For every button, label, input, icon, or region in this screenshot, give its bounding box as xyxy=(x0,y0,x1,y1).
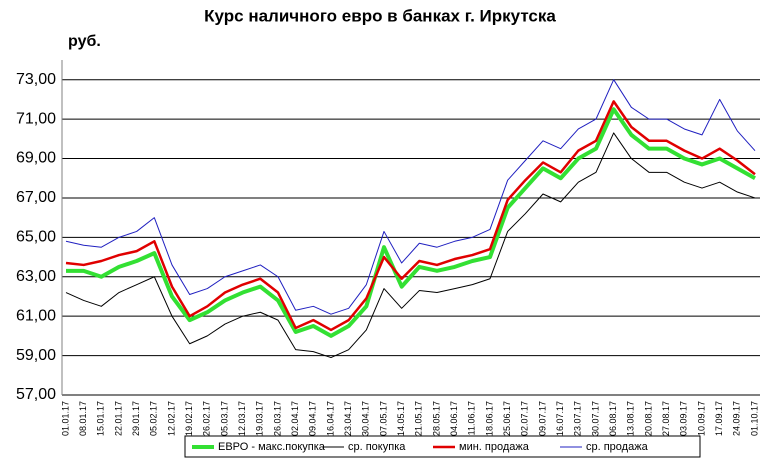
y-axis-label: руб. xyxy=(68,33,101,50)
x-tick-label: 13.08.17 xyxy=(626,401,636,436)
y-tick-label: 59,00 xyxy=(16,347,56,364)
x-tick-label: 12.02.17 xyxy=(166,401,176,436)
x-tick-label: 10.09.17 xyxy=(696,401,706,436)
y-tick-label: 73,00 xyxy=(16,71,56,88)
x-tick-label: 03.09.17 xyxy=(679,401,689,436)
x-tick-label: 12.03.17 xyxy=(237,401,247,436)
x-tick-label: 30.04.17 xyxy=(361,401,371,436)
chart-title: Курс наличного евро в банках г. Иркутска xyxy=(204,6,556,25)
x-tick-label: 06.08.17 xyxy=(608,401,618,436)
x-tick-label: 26.02.17 xyxy=(202,401,212,436)
x-tick-label: 08.01.17 xyxy=(78,401,88,436)
x-tick-label: 29.01.17 xyxy=(131,401,141,436)
y-tick-label: 63,00 xyxy=(16,268,56,285)
x-tick-label: 01.01.17 xyxy=(60,401,70,436)
x-tick-label: 25.06.17 xyxy=(502,401,512,436)
series-line xyxy=(66,107,756,338)
x-tick-label: 26.03.17 xyxy=(272,401,282,436)
x-tick-label: 30.07.17 xyxy=(590,401,600,436)
x-tick-label: 16.04.17 xyxy=(325,401,335,436)
legend-label: ср. покупка xyxy=(348,441,406,453)
x-tick-label: 04.06.17 xyxy=(449,401,459,436)
legend-label: мин. продажа xyxy=(459,441,530,453)
x-tick-label: 28.05.17 xyxy=(431,401,441,436)
x-tick-label: 01.10.17 xyxy=(749,401,759,436)
y-tick-label: 71,00 xyxy=(16,110,56,127)
x-tick-label: 16.07.17 xyxy=(555,401,565,436)
x-tick-label: 22.01.17 xyxy=(113,401,123,436)
x-tick-label: 09.07.17 xyxy=(537,401,547,436)
legend-label: ЕВРО - макс.покупка xyxy=(218,441,326,453)
x-tick-label: 17.09.17 xyxy=(714,401,724,436)
x-tick-label: 21.05.17 xyxy=(414,401,424,436)
x-tick-label: 05.02.17 xyxy=(149,401,159,436)
x-tick-label: 18.06.17 xyxy=(484,401,494,436)
x-tick-label: 20.08.17 xyxy=(643,401,653,436)
x-tick-label: 09.04.17 xyxy=(308,401,318,436)
x-tick-label: 19.03.17 xyxy=(255,401,265,436)
series-line xyxy=(65,79,756,315)
y-tick-label: 69,00 xyxy=(16,150,56,167)
x-tick-label: 27.08.17 xyxy=(661,401,671,436)
y-tick-label: 65,00 xyxy=(16,229,56,246)
x-tick-label: 14.05.17 xyxy=(396,401,406,436)
x-tick-label: 07.05.17 xyxy=(378,401,388,436)
series-line xyxy=(65,132,756,359)
y-tick-label: 67,00 xyxy=(16,189,56,206)
x-tick-label: 02.04.17 xyxy=(290,401,300,436)
legend-label: ср. продажа xyxy=(586,441,649,453)
x-tick-label: 02.07.17 xyxy=(520,401,530,436)
x-tick-label: 19.02.17 xyxy=(184,401,194,436)
series-line xyxy=(65,100,756,332)
y-tick-label: 57,00 xyxy=(16,386,56,403)
x-tick-label: 15.01.17 xyxy=(96,401,106,436)
y-tick-label: 61,00 xyxy=(16,307,56,324)
x-tick-label: 23.04.17 xyxy=(343,401,353,436)
x-tick-label: 24.09.17 xyxy=(732,401,742,436)
x-tick-label: 05.03.17 xyxy=(219,401,229,436)
x-tick-label: 11.06.17 xyxy=(467,401,477,435)
x-tick-label: 23.07.17 xyxy=(573,401,583,436)
